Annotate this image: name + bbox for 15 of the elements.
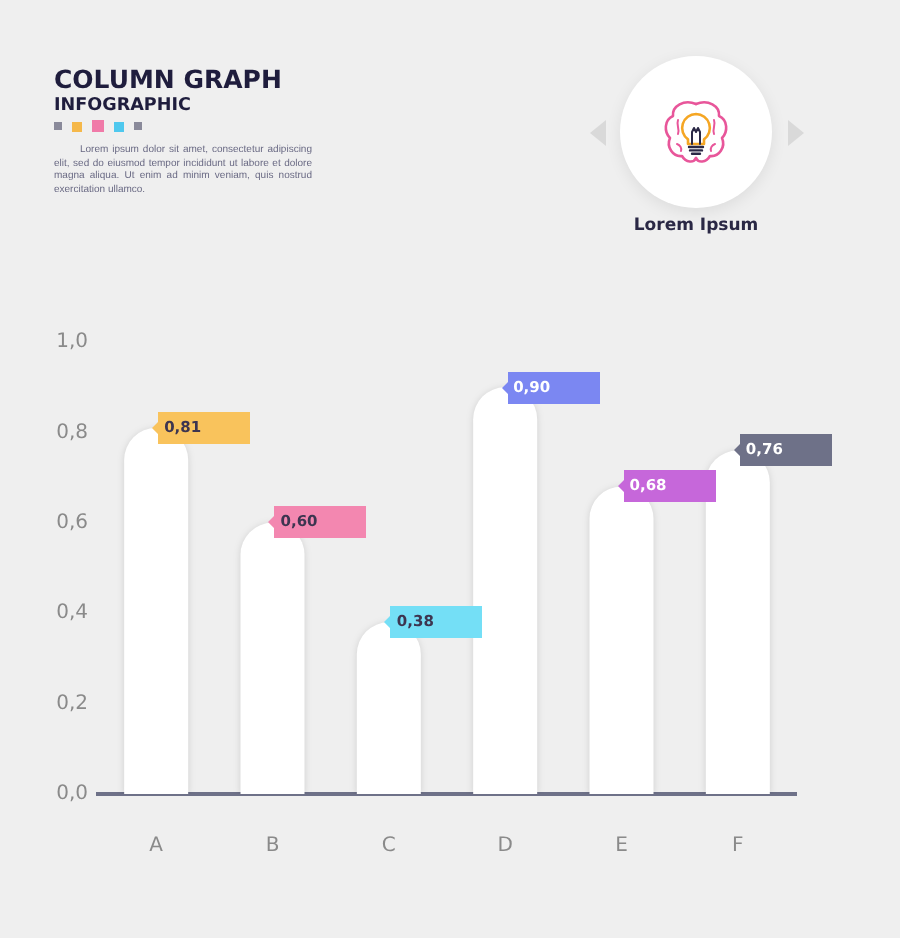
y-tick-label: 0,2: [56, 692, 88, 715]
x-tick-label: E: [615, 835, 628, 858]
x-tick-label: A: [149, 835, 164, 858]
text: Lorem Ipsum: [631, 216, 761, 236]
y-tick-label: 0,0: [56, 783, 88, 806]
x-tick-label: D: [497, 835, 514, 858]
x-tick-label: F: [732, 835, 745, 858]
y-tick-label: 1,0: [56, 331, 88, 354]
chart-subtitle: INFOGRAPHIC: [54, 96, 191, 116]
y-tick-label: 0,6: [56, 511, 88, 534]
x-tick-label: B: [265, 835, 280, 858]
y-tick-label: 0,4: [56, 602, 88, 625]
x-tick-label: C: [381, 835, 396, 858]
chart-title: COLUMN GRAPH: [54, 64, 282, 94]
y-tick-label: 0,8: [56, 421, 88, 444]
